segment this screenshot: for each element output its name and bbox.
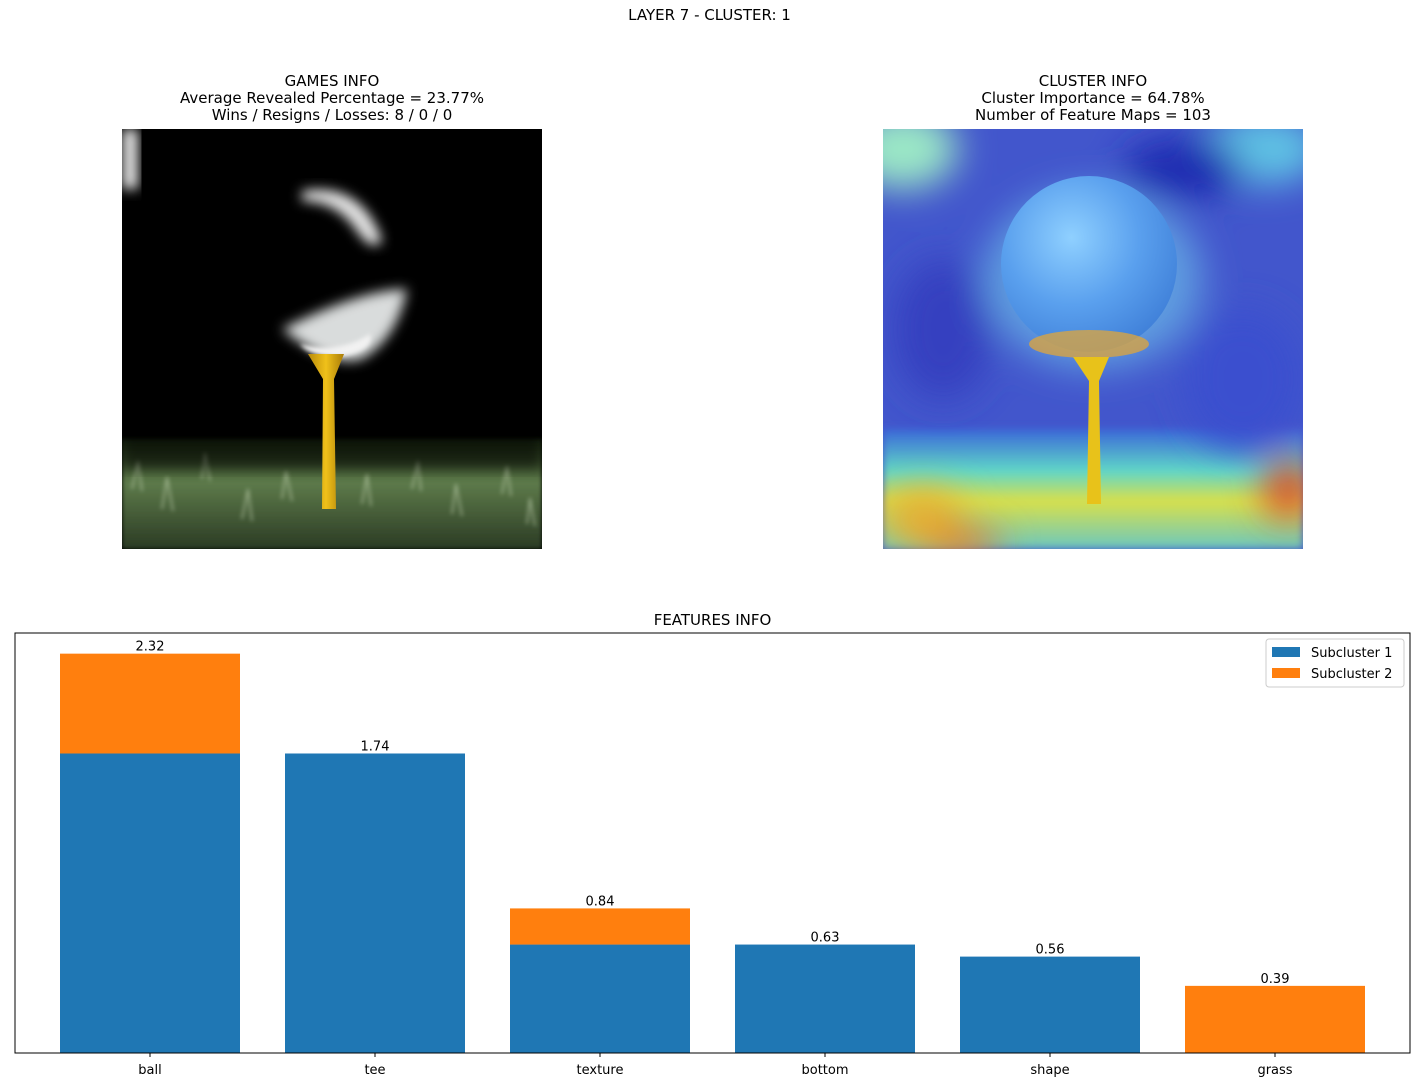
games-info-title: GAMES INFO [284, 72, 380, 90]
legend-swatch-subcluster-1 [1272, 647, 1300, 657]
legend-swatch-subcluster-2 [1272, 668, 1300, 678]
bar-ball-subcluster-1 [60, 753, 240, 1053]
bar-texture-subcluster-2 [510, 908, 690, 945]
heatmap-image [883, 129, 1303, 549]
x-tick-label-shape: shape [1030, 1063, 1069, 1078]
legend-label-subcluster-2: Subcluster 2 [1311, 667, 1392, 682]
data-label-texture: 0.84 [586, 894, 615, 909]
legend-label-subcluster-1: Subcluster 1 [1311, 646, 1392, 661]
x-tick-label-tee: tee [364, 1063, 385, 1078]
revealed-image [122, 129, 542, 549]
figure-title: LAYER 7 - CLUSTER: 1 [628, 6, 791, 24]
data-label-shape: 0.56 [1036, 943, 1065, 958]
bar-ball-subcluster-2 [60, 653, 240, 754]
bar-grass-subcluster-2 [1185, 985, 1365, 1053]
games-info-title-block: GAMES INFO Average Revealed Percentage =… [122, 73, 542, 124]
average-revealed-percentage: Average Revealed Percentage = 23.77% [179, 89, 484, 107]
cluster-info-title: CLUSTER INFO [1038, 72, 1148, 90]
data-label-bottom: 0.63 [811, 931, 840, 946]
x-tick-label-grass: grass [1257, 1063, 1292, 1078]
cluster-importance: Cluster Importance = 64.78% [981, 89, 1205, 107]
data-label-ball: 2.32 [136, 640, 165, 655]
bar-bottom-subcluster-1 [735, 944, 915, 1053]
cluster-info-title-block: CLUSTER INFO Cluster Importance = 64.78%… [883, 73, 1303, 124]
plot-frame [14, 632, 1411, 1054]
x-tick-label-bottom: bottom [801, 1063, 848, 1078]
data-label-tee: 1.74 [361, 739, 390, 754]
bar-tee-subcluster-1 [285, 753, 465, 1053]
bar-shape-subcluster-1 [960, 956, 1140, 1053]
x-tick-label-ball: ball [138, 1063, 161, 1078]
features-info-title: FEATURES INFO [653, 611, 772, 629]
bar-texture-subcluster-1 [510, 944, 690, 1053]
legend-box [1265, 638, 1405, 688]
number-of-feature-maps: Number of Feature Maps = 103 [975, 106, 1211, 124]
wins-resigns-losses: Wins / Resigns / Losses: 8 / 0 / 0 [211, 106, 453, 124]
data-label-grass: 0.39 [1261, 972, 1290, 987]
x-tick-label-texture: texture [577, 1063, 624, 1078]
